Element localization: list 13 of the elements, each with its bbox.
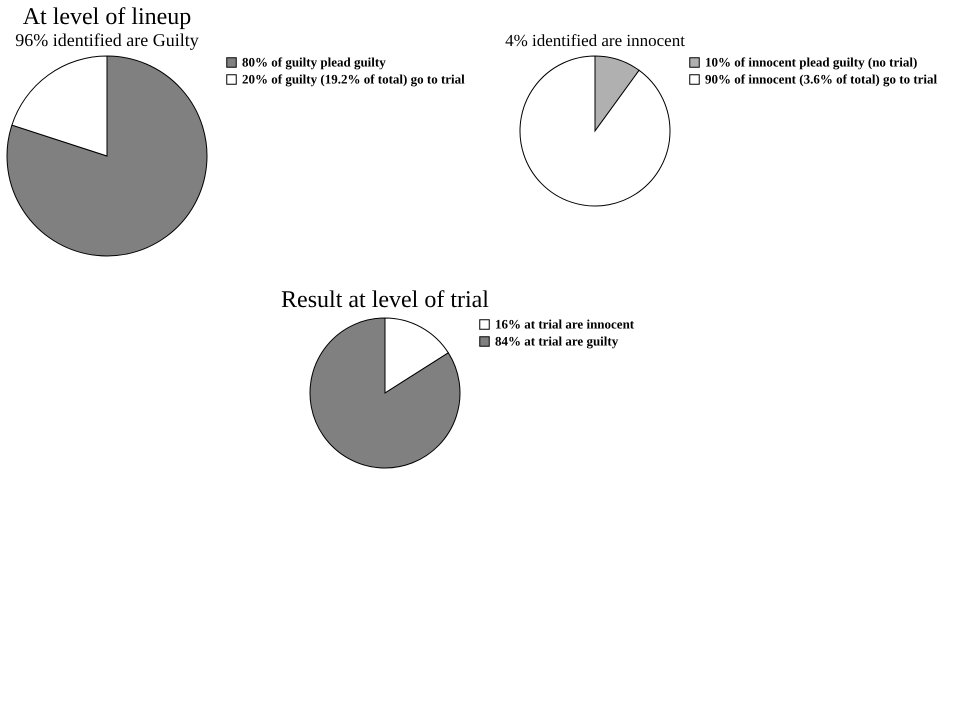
legend-label: 10% of innocent plead guilty (no trial) <box>705 54 918 70</box>
chart-title: Result at level of trial <box>281 287 490 313</box>
pie-slice <box>310 318 460 468</box>
legend-label: 80% of guilty plead guilty <box>242 54 386 70</box>
legend-label: 16% at trial are innocent <box>495 316 635 332</box>
legend-label: 90% of innocent (3.6% of total) go to trial <box>705 72 938 86</box>
legend-label: 84% at trial are guilty <box>495 334 619 348</box>
chart-title: At level of lineup <box>22 4 192 30</box>
chart-title: 4% identified are innocent <box>505 31 686 50</box>
pie-slice <box>6 56 208 256</box>
legend-label: 20% of guilty (19.2% of total) go to trial <box>242 72 466 86</box>
pie-slice <box>520 56 670 206</box>
chart-subtitle: 96% identified are Guilty <box>15 30 199 50</box>
